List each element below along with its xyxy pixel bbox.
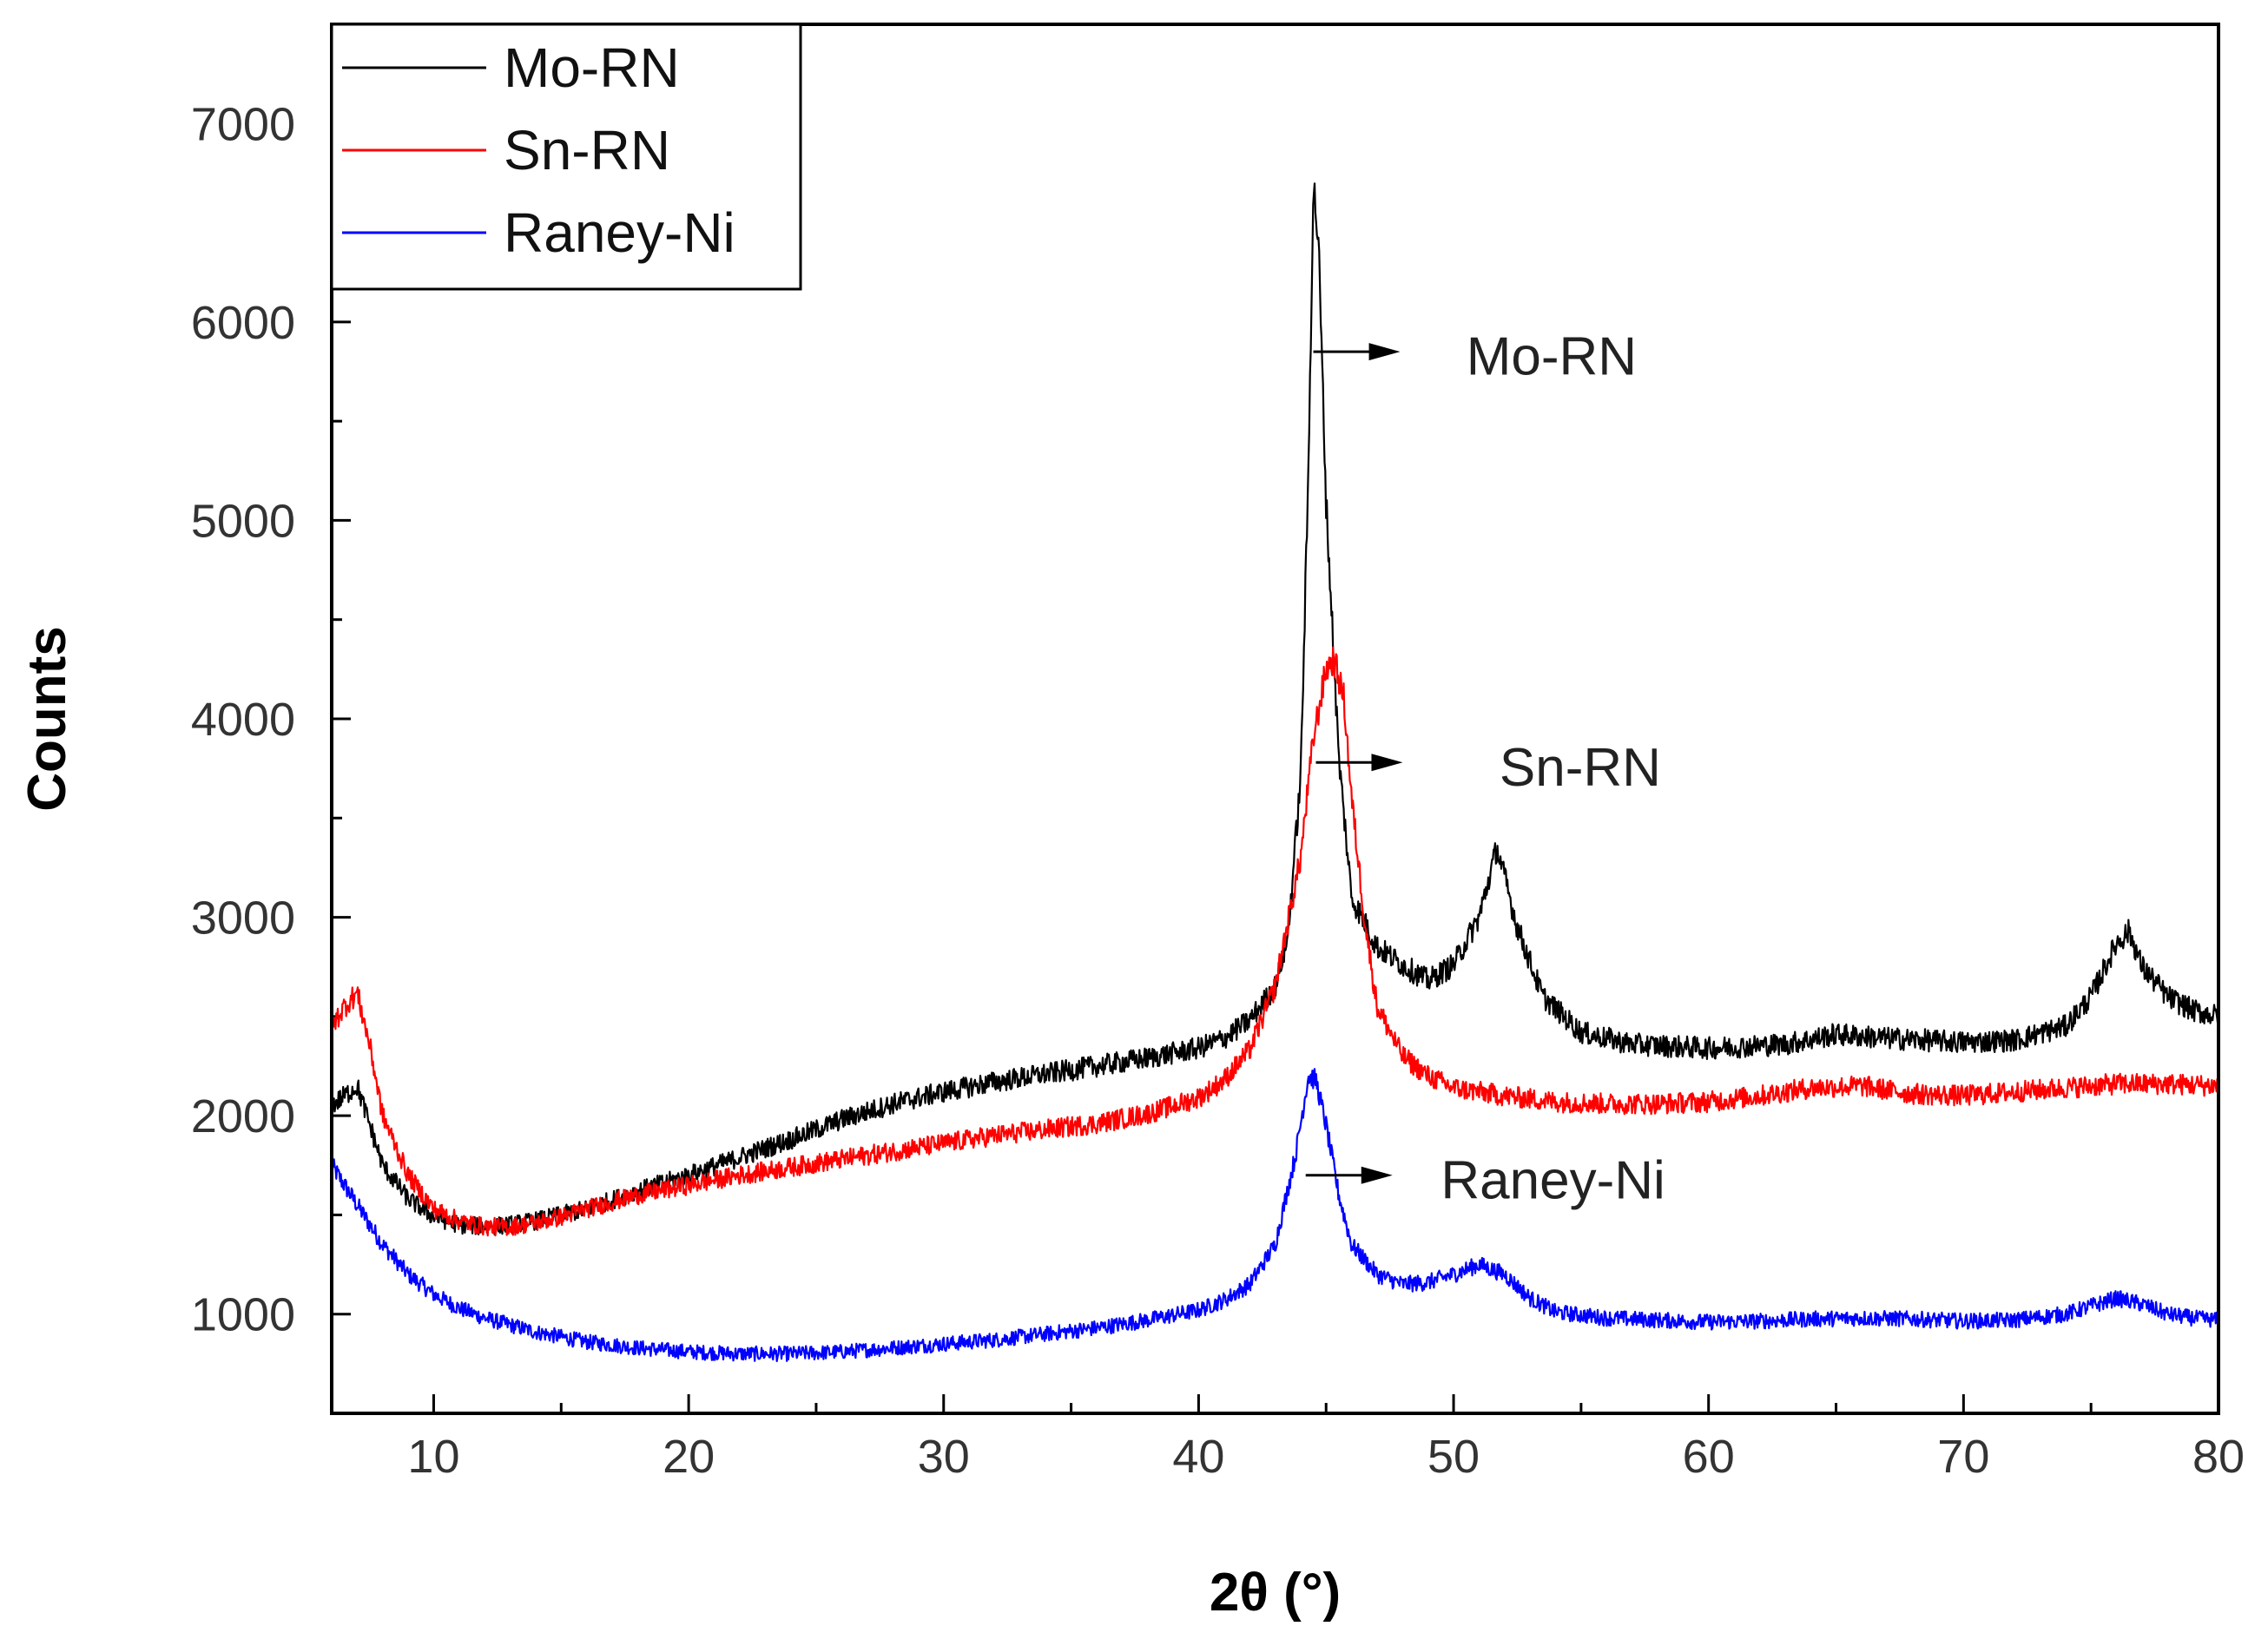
annotation-arrow-head (1361, 1166, 1393, 1184)
y-tick-label: 4000 (191, 694, 295, 746)
plot-frame (330, 23, 2220, 1415)
ticks-layer: 10 20 30 40 50 60 70 80 1000 2000 3000 4000 5000 6000… (191, 23, 2245, 1483)
annotation-label: Raney-Ni (1441, 1150, 1665, 1210)
y-tick-label: 2000 (191, 1090, 295, 1142)
x-tick-label: 20 (663, 1431, 715, 1483)
x-tick-label: 30 (918, 1431, 970, 1483)
series-line-raney-ni (330, 1068, 2219, 1362)
legend: Mo-RN Sn-RN Raney-Ni (330, 23, 802, 291)
legend-label: Mo-RN (504, 36, 680, 99)
legend-label: Raney-Ni (504, 201, 735, 264)
annotation-label: Sn-RN (1500, 738, 1661, 798)
annotation-arrow-head (1368, 343, 1401, 361)
x-tick-label: 60 (1683, 1431, 1735, 1483)
y-tick-label: 1000 (191, 1289, 295, 1341)
y-tick-label: 7000 (191, 98, 295, 150)
x-tick-label: 70 (1937, 1431, 1989, 1483)
y-tick-label: 6000 (191, 297, 295, 349)
series-layer (330, 182, 2219, 1362)
y-axis-label: Counts (17, 626, 77, 812)
x-tick-label: 10 (407, 1431, 459, 1483)
x-tick-label: 80 (2192, 1431, 2245, 1483)
series-line-sn-rn (330, 646, 2219, 1237)
y-tick-label: 5000 (191, 495, 295, 547)
annotation-layer: Mo-RN Sn-RN Raney-Ni (1305, 327, 1665, 1210)
x-tick-label: 50 (1427, 1431, 1480, 1483)
y-tick-label: 3000 (191, 892, 295, 945)
legend-label: Sn-RN (504, 119, 670, 181)
annotation-arrow-head (1371, 754, 1403, 772)
x-tick-label: 40 (1172, 1431, 1224, 1483)
annotation-label: Mo-RN (1467, 327, 1637, 387)
x-axis-label: 2θ (°) (1210, 1563, 1341, 1623)
